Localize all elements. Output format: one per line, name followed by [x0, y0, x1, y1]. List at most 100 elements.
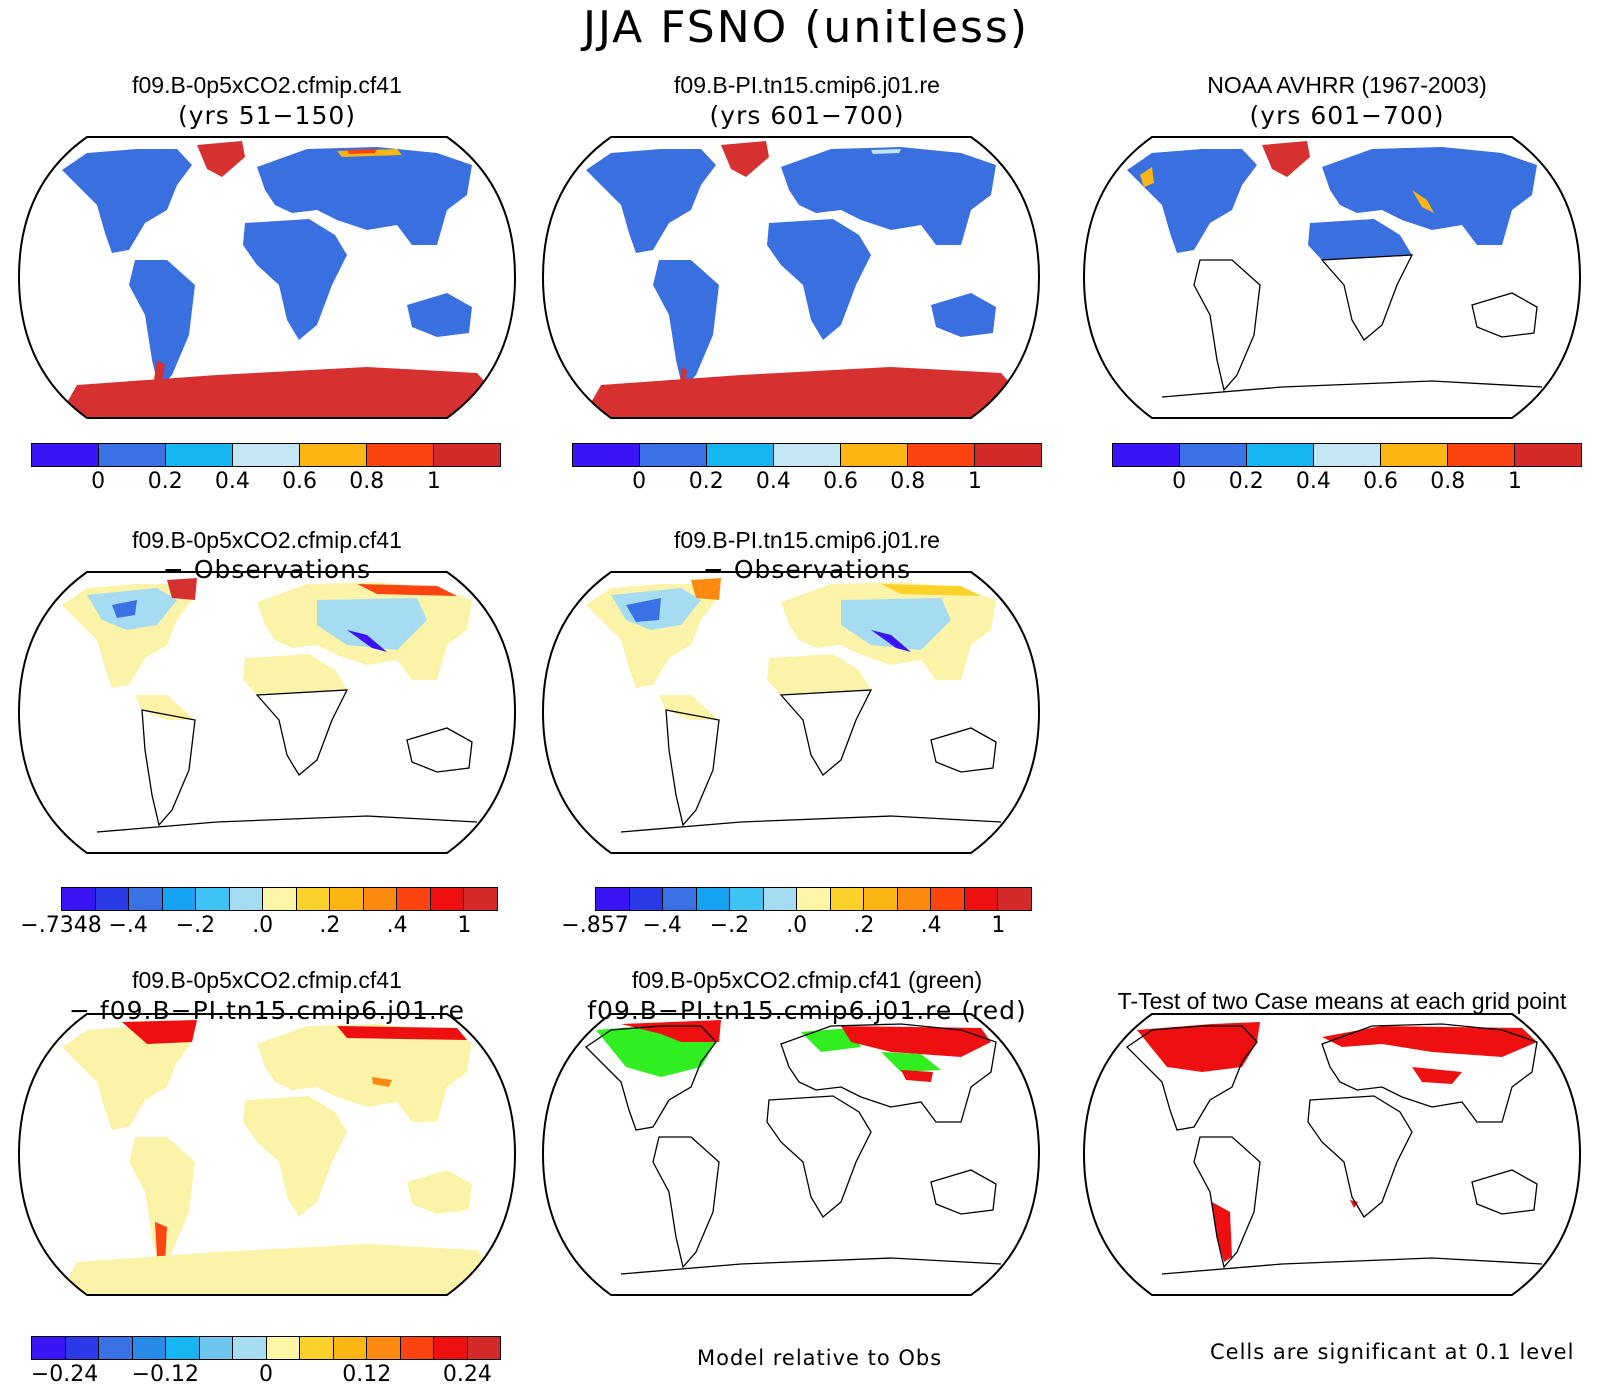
colorbar-swatch: [266, 1337, 300, 1359]
colorbar-tick-label: 1: [457, 913, 472, 938]
note-model-relative: Model relative to Obs: [697, 1346, 943, 1370]
colorbar-swatch: [99, 1337, 133, 1359]
colorbar-swatch: [65, 1337, 99, 1359]
colorbar-abs-2: [572, 443, 1042, 467]
colorbar-tick-label: 0.6: [282, 469, 318, 494]
colorbar-tick-label: 0: [632, 469, 647, 494]
colorbar-tick-label: .4: [386, 913, 408, 938]
colorbar-swatch: [908, 444, 975, 466]
panel-7-title: f09.B-0p5xCO2.cfmip.cf41 (green): [631, 967, 983, 993]
colorbar-diff-cases: [31, 1336, 501, 1360]
colorbar-tick-label: −.2: [709, 913, 750, 938]
colorbar-swatch: [931, 888, 965, 910]
colorbar-tick-label: 0.4: [214, 469, 250, 494]
map-diff-model1-model2: [17, 1013, 517, 1296]
colorbar-tick-label: −.2: [175, 913, 216, 938]
colorbar-swatch: [1180, 444, 1247, 466]
colorbar-tick-label: .0: [786, 913, 808, 938]
colorbar-swatch: [663, 888, 697, 910]
colorbar-swatch: [229, 888, 264, 910]
colorbar-tick-label: −.857: [561, 913, 629, 938]
colorbar-tick-label: 1: [1507, 469, 1522, 494]
colorbar-tick-label: .0: [252, 913, 274, 938]
map-model-1: [17, 136, 517, 419]
colorbar-swatch: [730, 888, 764, 910]
colorbar-swatch: [975, 444, 1041, 466]
colorbar-swatch: [707, 444, 774, 466]
map-diff-model1-obs: [17, 571, 517, 854]
colorbar-tick-label: 0.2: [688, 469, 724, 494]
colorbar-swatch: [434, 444, 500, 466]
colorbar-swatch: [296, 888, 331, 910]
panel-4-title: f09.B-0p5xCO2.cfmip.cf41: [132, 527, 402, 553]
colorbar-swatch: [629, 888, 664, 910]
colorbar-swatch: [196, 888, 230, 910]
colorbar-swatch: [640, 444, 707, 466]
colorbar-swatch: [897, 888, 932, 910]
panel-9-title: T-Test of two Case means at each grid po…: [1117, 988, 1567, 1014]
colorbar-swatch: [166, 1337, 200, 1359]
colorbar-tick-label: 0.8: [1430, 469, 1466, 494]
colorbar-swatch: [95, 888, 130, 910]
colorbar-tick-label: 0.12: [342, 1362, 392, 1387]
colorbar-swatch: [964, 888, 999, 910]
colorbar-swatch: [32, 1337, 66, 1359]
colorbar-swatch: [864, 888, 898, 910]
colorbar-tick-label: −.4: [108, 913, 148, 938]
panel-6-subtitle: − f09.B−PI.tn15.cmip6.j01.re: [69, 996, 465, 1025]
colorbar-swatch: [363, 888, 398, 910]
map-t-test: [1082, 1013, 1582, 1296]
colorbar-swatch: [596, 888, 630, 910]
colorbar-swatch: [763, 888, 798, 910]
colorbar-swatch: [1515, 444, 1581, 466]
colorbar-swatch: [162, 888, 197, 910]
colorbar-tick-label: 0.24: [442, 1362, 492, 1387]
colorbar-tick-label: 0.8: [349, 469, 385, 494]
colorbar-swatch: [397, 888, 431, 910]
figure-title: JJA FSNO (unitless): [583, 2, 1029, 53]
colorbar-swatch: [841, 444, 908, 466]
colorbar-tick-label: −0.24: [30, 1362, 99, 1387]
colorbar-tick-label: −0.12: [131, 1362, 199, 1387]
panel-6-title: f09.B-0p5xCO2.cfmip.cf41: [132, 967, 402, 993]
colorbar-swatch: [998, 888, 1031, 910]
colorbar-swatch: [233, 1337, 267, 1359]
panel-2-title: f09.B-PI.tn15.cmip6.j01.re: [674, 72, 940, 98]
colorbar-abs-1: [31, 443, 501, 467]
colorbar-tick-label: 0.2: [1228, 469, 1264, 494]
colorbar-swatch: [330, 888, 364, 910]
panel-3-subtitle: (yrs 601−700): [1249, 101, 1445, 130]
colorbar-tick-label: .2: [853, 913, 875, 938]
map-observations: [1082, 136, 1582, 419]
colorbar-tick-label: 0.8: [890, 469, 926, 494]
colorbar-swatch: [166, 444, 233, 466]
colorbar-swatch: [1247, 444, 1314, 466]
panel-2-subtitle: (yrs 601−700): [709, 101, 905, 130]
map-diff-model2-obs: [541, 571, 1041, 854]
colorbar-swatch: [430, 888, 465, 910]
colorbar-swatch: [233, 444, 300, 466]
colorbar-swatch: [62, 888, 96, 910]
colorbar-tick-label: .2: [319, 913, 341, 938]
colorbar-tick-label: 1: [967, 469, 982, 494]
panel-1-subtitle: (yrs 51−150): [177, 101, 357, 130]
colorbar-swatch: [797, 888, 831, 910]
colorbar-tick-label: 0.4: [1295, 469, 1331, 494]
colorbar-swatch: [464, 888, 497, 910]
panel-7-subtitle: f09.B−PI.tn15.cmip6.j01.re (red): [587, 996, 1027, 1025]
colorbar-tick-label: 1: [991, 913, 1006, 938]
colorbar-swatch: [1314, 444, 1381, 466]
colorbar-tick-label: 0: [1172, 469, 1187, 494]
panel-5-subtitle: − Observations: [702, 555, 912, 584]
panel-5-title: f09.B-PI.tn15.cmip6.j01.re: [674, 527, 940, 553]
colorbar-tick-label: .4: [920, 913, 942, 938]
map-model-2: [541, 136, 1041, 419]
colorbar-swatch: [434, 1337, 468, 1359]
colorbar-swatch: [32, 444, 99, 466]
colorbar-swatch: [830, 888, 865, 910]
colorbar-swatch: [573, 444, 640, 466]
colorbar-swatch: [774, 444, 841, 466]
colorbar-diff-obs-1: [61, 887, 498, 911]
panel-1-title: f09.B-0p5xCO2.cfmip.cf41: [132, 72, 402, 98]
colorbar-tick-label: 0.2: [147, 469, 183, 494]
